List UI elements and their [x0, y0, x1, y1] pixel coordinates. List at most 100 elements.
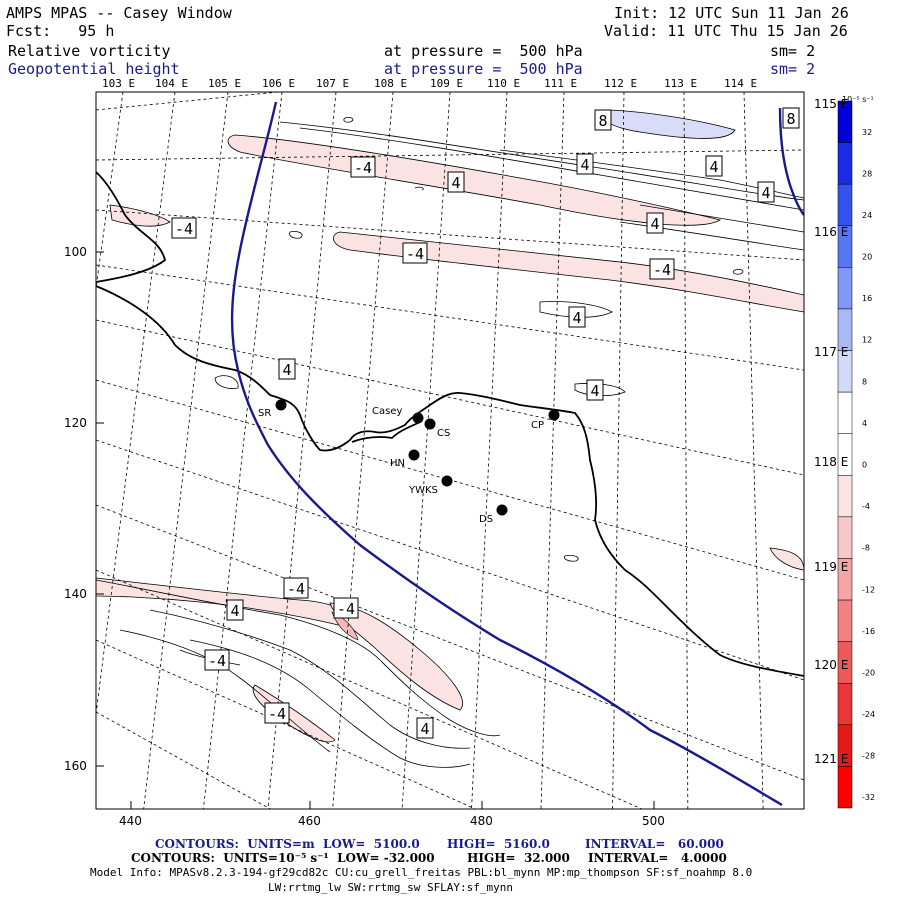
- colorbar-label: -20: [862, 668, 875, 677]
- contour-label: -4: [171, 217, 197, 239]
- contour-label: -4: [283, 577, 309, 599]
- colorbar-swatch: [837, 183, 853, 227]
- station-marker: [412, 412, 424, 424]
- contour-label-text: 8: [598, 112, 607, 130]
- colorbar-label: -32: [862, 793, 875, 802]
- lon-label: 112 E: [604, 77, 638, 90]
- contour-label: 4: [576, 153, 594, 175]
- right-lon-label: 118 E: [814, 455, 849, 469]
- contour-label-group: 8 -4 4 4 -4 4 -4 4 -4 4 4 4 4 -4 4 -4 -4 -4 4 8: [171, 107, 800, 739]
- contour-label: 4: [757, 181, 775, 203]
- station-label: DS: [479, 514, 493, 525]
- footer-contours-height: CONTOURS: UNITS=m LOW= 5100.0: [155, 837, 420, 851]
- station-casey: Casey: [372, 406, 424, 424]
- contour-label-text: 4: [230, 602, 239, 620]
- axis-ticks: [96, 251, 655, 809]
- field2-level: at pressure = 500 hPa: [384, 60, 583, 78]
- colorbar-swatch: [837, 516, 853, 559]
- lon-label: 111 E: [544, 77, 578, 90]
- colorbar-label: 4: [862, 419, 867, 428]
- contour-label-text: 4: [761, 184, 770, 202]
- colorbar-label: 12: [862, 336, 872, 345]
- station-marker: [275, 399, 287, 411]
- contour-label: 4: [586, 379, 604, 401]
- y-axis-label: 160: [64, 759, 87, 773]
- y-axis-label: 140: [64, 587, 87, 601]
- footer-model-info-2: LW:rrtmg_lw SW:rrtmg_sw SFLAY:sf_mynn: [268, 881, 514, 894]
- colorbar-label: 20: [862, 253, 872, 262]
- contour-label-text: 4: [650, 215, 659, 233]
- station-ds: DS: [479, 504, 508, 525]
- colorbar-swatch: [837, 267, 853, 310]
- colorbar-label: -16: [862, 627, 875, 636]
- contour-label: -4: [204, 649, 230, 671]
- lon-label: 110 E: [487, 77, 521, 90]
- contour-label: 4: [646, 212, 664, 234]
- contour-label-text: 4: [709, 158, 718, 176]
- lon-label: 105 E: [208, 77, 242, 90]
- geopotential-contour-5160: [778, 107, 804, 216]
- colorbar-label: 16: [862, 294, 872, 303]
- coastline: [96, 171, 804, 677]
- contour-label: 4: [568, 306, 586, 328]
- contour-label-text: 4: [282, 361, 291, 379]
- negative-vorticity-area: [769, 547, 804, 571]
- contour-label: 4: [416, 717, 434, 739]
- station-ywks: YWKS: [408, 475, 453, 496]
- contour-label-text: 4: [451, 174, 460, 192]
- contour-label: 4: [226, 599, 244, 621]
- colorbar-swatch: [837, 391, 853, 434]
- contour-label-text: -4: [268, 705, 286, 723]
- contour-label-text: -4: [406, 245, 424, 263]
- footer-contours-vorticity: CONTOURS: UNITS=10⁻⁵ s⁻¹ LOW= -32.000: [131, 851, 435, 865]
- negative-vorticity-area: [329, 602, 463, 711]
- contour-label: 8: [594, 109, 612, 131]
- contour-label-text: -4: [354, 159, 372, 177]
- lon-label: 106 E: [262, 77, 296, 90]
- footer-contours-height-high: HIGH= 5160.0: [447, 837, 550, 851]
- map-title: AMPS MPAS -- Casey Window: [6, 4, 232, 22]
- station-label: YWKS: [408, 485, 438, 496]
- station-marker: [548, 409, 560, 421]
- x-axis-label: 480: [470, 814, 493, 828]
- colorbar-label: -4: [862, 502, 870, 511]
- station-sr: SR: [258, 399, 287, 419]
- right-lon-label: 116 E: [814, 225, 849, 239]
- colorbar-label: -12: [862, 585, 875, 594]
- plot-frame: [95, 91, 805, 810]
- colorbar-label: -8: [862, 544, 870, 553]
- y-axis-label: 100: [64, 245, 87, 259]
- station-label: CS: [437, 428, 450, 439]
- field2-name: Geopotential height: [8, 60, 180, 78]
- station-cs: CS: [424, 418, 450, 439]
- station-hn: HN: [390, 449, 420, 469]
- lon-label: 107 E: [316, 77, 350, 90]
- right-lon-label: 117 E: [814, 345, 849, 359]
- contour-label-text: -4: [653, 261, 671, 279]
- colorbar-swatch: [837, 682, 853, 726]
- station-label: HN: [390, 458, 405, 469]
- station-marker: [424, 418, 436, 430]
- lon-label: 108 E: [374, 77, 408, 90]
- coastline-inlet: [351, 421, 421, 443]
- forecast-hour: Fcst: 95 h: [6, 22, 115, 40]
- colorbar: 10⁻⁵ s⁻¹ 32 28 24 20 16 12 8 4 0 -4 -8 -12 -16 -20 -24…: [837, 95, 875, 809]
- contour-label-text: -4: [208, 652, 226, 670]
- colorbar-label: 28: [862, 169, 872, 178]
- station-marker: [408, 449, 420, 461]
- footer-contours-vorticity-interval: INTERVAL= 4.0000: [588, 851, 727, 865]
- colorbar-label: -24: [862, 710, 875, 719]
- contour-label: 8: [782, 107, 800, 129]
- lon-label: 114 E: [724, 77, 758, 90]
- colorbar-label: 24: [862, 211, 872, 220]
- colorbar-label: 0: [862, 461, 867, 470]
- station-group: SR Casey CS HN YWKS DS CP: [258, 399, 560, 525]
- init-time: Init: 12 UTC Sun 11 Jan 26: [614, 4, 849, 22]
- footer-contours-height-interval: INTERVAL= 60.000: [585, 837, 724, 851]
- footer-model-info: Model Info: MPASv8.2.3-194-gf29cd82c CU:…: [90, 866, 753, 879]
- negative-vorticity-area: [109, 204, 171, 227]
- contour-label: 4: [447, 171, 465, 193]
- lon-label: 109 E: [430, 77, 464, 90]
- vorticity-shading: [96, 109, 804, 743]
